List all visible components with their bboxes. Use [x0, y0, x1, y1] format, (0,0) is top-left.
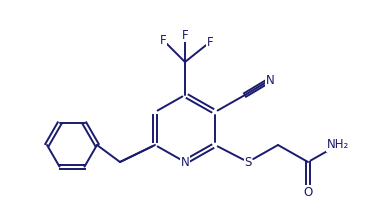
- Text: NH₂: NH₂: [327, 138, 349, 151]
- Text: N: N: [181, 156, 189, 169]
- Text: S: S: [244, 156, 252, 169]
- Text: F: F: [182, 28, 188, 42]
- Text: F: F: [160, 34, 166, 46]
- Text: O: O: [303, 185, 313, 199]
- Text: F: F: [207, 35, 213, 49]
- Text: N: N: [266, 73, 275, 87]
